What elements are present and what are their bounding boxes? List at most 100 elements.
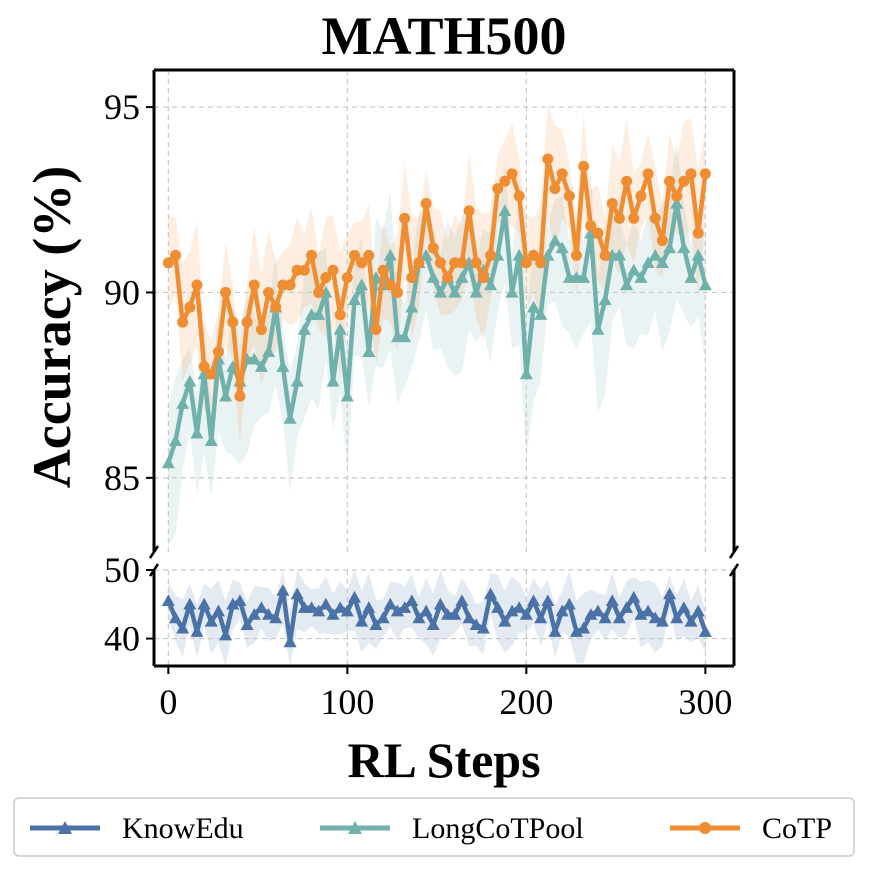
point-cotp — [442, 272, 454, 284]
point-knowedu — [433, 597, 447, 610]
y-tick-label-90: 90 — [104, 272, 140, 312]
point-cotp — [621, 175, 633, 187]
point-cotp — [391, 286, 403, 298]
point-longcotpool — [684, 271, 698, 283]
point-longcotpool — [670, 196, 684, 209]
point-longcotpool — [620, 278, 634, 291]
point-cotp — [263, 286, 275, 298]
legend-label-knowedu: KnowEdu — [122, 812, 244, 845]
point-longcotpool — [161, 456, 175, 469]
axis-break-mark — [728, 545, 740, 559]
point-cotp — [341, 272, 353, 284]
point-longcotpool — [555, 241, 569, 254]
point-knowedu — [476, 621, 490, 634]
point-cotp — [191, 279, 203, 291]
point-knowedu — [605, 594, 619, 607]
point-longcotpool — [340, 389, 354, 402]
point-longcotpool — [426, 271, 440, 283]
point-knowedu — [462, 611, 476, 624]
point-knowedu — [340, 604, 354, 617]
point-knowedu — [670, 611, 684, 624]
point-longcotpool — [262, 345, 276, 357]
point-cotp — [499, 175, 511, 187]
point-knowedu — [176, 621, 190, 634]
point-cotp — [177, 316, 189, 328]
point-knowedu — [469, 618, 483, 631]
confidence-band-longcotpool — [168, 140, 706, 547]
point-knowedu — [269, 611, 283, 624]
point-knowedu — [233, 594, 247, 607]
point-longcotpool — [176, 397, 190, 409]
x-tick-label-100: 100 — [320, 682, 374, 722]
point-longcotpool — [627, 263, 641, 276]
point-cotp — [234, 390, 246, 402]
legend-frame — [13, 797, 855, 857]
point-longcotpool — [254, 360, 268, 372]
point-knowedu — [219, 628, 233, 641]
point-knowedu — [161, 594, 175, 607]
legend-marker-longcotpool — [348, 821, 362, 834]
point-cotp — [692, 227, 704, 239]
point-knowedu — [491, 601, 505, 613]
point-longcotpool — [677, 241, 691, 254]
point-cotp — [556, 168, 568, 180]
point-knowedu — [534, 611, 548, 624]
point-cotp — [241, 316, 253, 328]
point-cotp — [506, 168, 518, 180]
point-knowedu — [498, 614, 512, 627]
point-cotp — [549, 183, 561, 195]
point-longcotpool — [276, 360, 290, 372]
point-cotp — [628, 212, 640, 224]
point-longcotpool — [204, 434, 218, 446]
point-cotp — [220, 286, 232, 298]
point-longcotpool — [405, 300, 419, 313]
point-cotp — [664, 175, 676, 187]
point-longcotpool — [448, 285, 462, 298]
point-knowedu — [290, 587, 304, 600]
y-tick-label-95: 95 — [104, 87, 140, 127]
point-longcotpool — [505, 285, 519, 298]
point-knowedu — [634, 608, 648, 620]
point-knowedu — [319, 597, 333, 610]
point-cotp — [413, 257, 425, 269]
point-cotp — [162, 257, 174, 269]
point-cotp — [606, 197, 618, 209]
point-knowedu — [376, 611, 390, 624]
point-cotp — [399, 212, 411, 224]
point-longcotpool — [484, 278, 498, 291]
point-cotp — [520, 257, 532, 269]
point-cotp — [313, 286, 325, 298]
point-cotp — [685, 168, 697, 180]
point-cotp — [363, 249, 375, 261]
point-longcotpool — [527, 300, 541, 313]
point-knowedu — [333, 601, 347, 613]
point-knowedu — [390, 604, 404, 617]
point-knowedu — [362, 601, 376, 613]
series-line-cotp — [166, 156, 708, 399]
point-longcotpool — [290, 374, 304, 387]
point-cotp — [513, 190, 525, 202]
point-knowedu — [484, 587, 498, 600]
legend-marker-knowedu — [58, 821, 72, 834]
point-cotp — [563, 190, 575, 202]
point-cotp — [334, 309, 346, 321]
point-cotp — [212, 346, 224, 358]
point-cotp — [578, 160, 590, 172]
legend: KnowEdu LongCoTPool CoTP — [13, 797, 855, 857]
point-longcotpool — [383, 248, 397, 261]
point-knowedu — [512, 601, 526, 613]
point-knowedu — [569, 625, 583, 637]
point-cotp — [528, 249, 540, 261]
point-knowedu — [355, 614, 369, 627]
point-knowedu — [247, 608, 261, 620]
point-cotp — [370, 324, 382, 336]
point-longcotpool — [548, 234, 562, 246]
point-cotp — [298, 264, 310, 276]
point-knowedu — [627, 590, 641, 603]
point-knowedu — [276, 584, 290, 596]
point-knowedu — [684, 614, 698, 627]
point-longcotpool — [283, 412, 297, 424]
point-longcotpool — [634, 271, 648, 283]
confidence-band-cotp — [168, 103, 706, 445]
